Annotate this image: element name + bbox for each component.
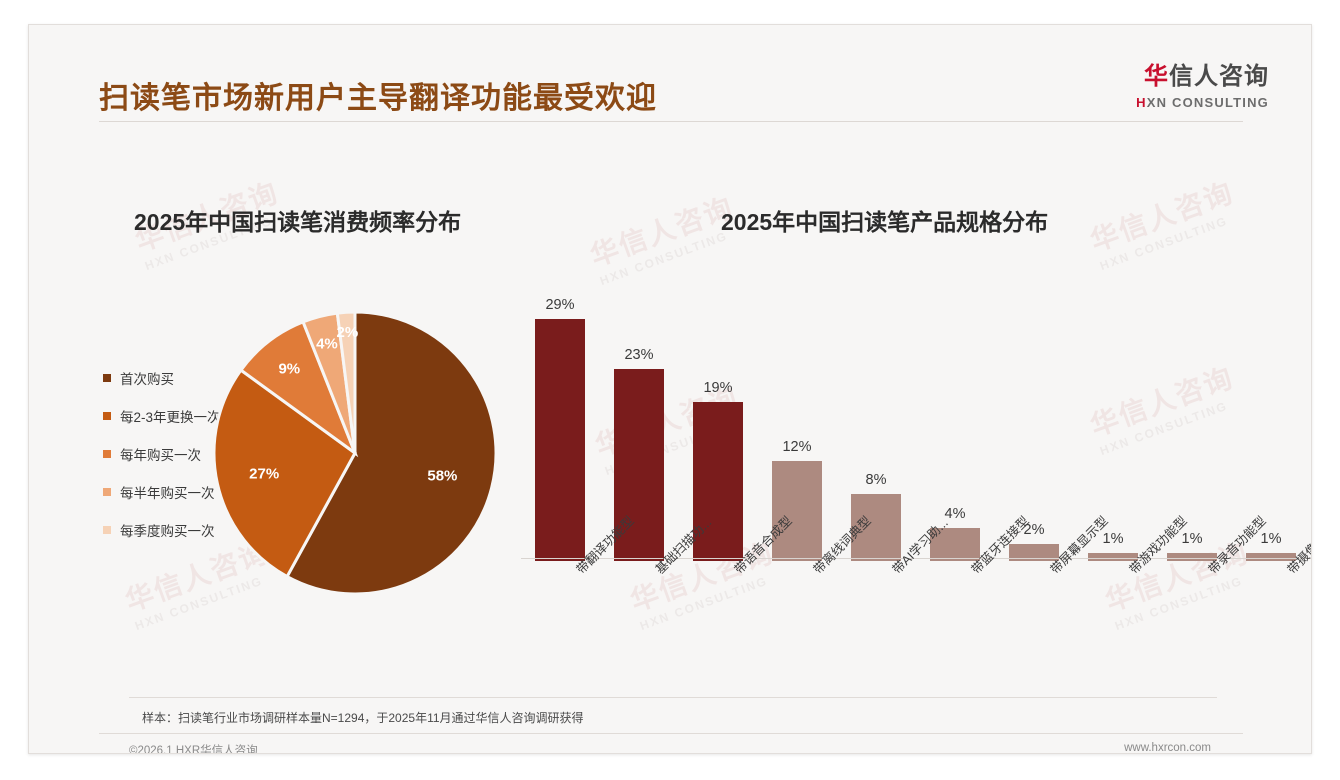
logo-english-name: HXN CONSULTING (1136, 95, 1269, 110)
bar-rect[interactable] (1246, 552, 1296, 561)
bar-category-label-wrap: 带屏幕显示型 (1045, 514, 1165, 654)
pie-slice-value-label: 4% (316, 336, 338, 353)
logo-name-rest: 信人咨询 (1169, 63, 1269, 90)
bar-value-label: 12% (782, 438, 812, 455)
pie-slice[interactable] (212, 368, 357, 579)
pie-slices (212, 310, 498, 596)
pie-legend-swatch (103, 526, 111, 534)
watermark-en: HXN CONSULTING (1112, 573, 1245, 634)
watermark-en: HXN CONSULTING (1097, 213, 1230, 274)
logo-accent-char: 华 (1144, 63, 1169, 90)
pie-slice-value-label: 58% (427, 467, 457, 484)
bar-value-label: 4% (944, 505, 966, 522)
logo-chinese-name: 华信人咨询 (1136, 63, 1269, 92)
pie-slice-value-label: 9% (278, 360, 300, 377)
pie-legend-label: 每2-3年更换一次 (120, 410, 221, 425)
bar-category-label-wrap: 基础扫描功... (650, 515, 770, 654)
bar-category-label-wrap: 带蓝牙连接型 (966, 514, 1086, 654)
bar-category-label-wrap: 带AI学习助... (887, 516, 1007, 654)
bar-category-label-wrap: 带翻译功能型 (571, 514, 691, 654)
pie-slice-value-label: 27% (249, 465, 279, 482)
bar-chart-axis-line (521, 558, 1311, 559)
pie-chart-title: 2025年中国扫读笔消费频率分布 (134, 209, 462, 235)
pie-svg: 58% 27% 9% 4%2% (212, 310, 498, 596)
website-text: www.hxrcon.com (1124, 742, 1211, 754)
bar-value-label: 19% (703, 380, 733, 397)
logo-en-rest: XN CONSULTING (1146, 94, 1269, 110)
pie-legend-label: 每半年购买一次 (120, 486, 215, 501)
bar-rect[interactable] (1088, 552, 1138, 561)
source-divider (129, 697, 1217, 698)
bar-category-label-wrap: 带摄像头型 (1282, 523, 1311, 654)
bar-value-label: 2% (1023, 522, 1045, 539)
pie-legend: 首次购买每2-3年更换一次 每年购买一次 每半年购买一次 每季度购买一次 (103, 367, 273, 557)
watermark-cn: 华信人咨询 (1086, 176, 1238, 258)
bar-category-label-wrap: 带离线词典型 (808, 514, 928, 654)
bar-rect[interactable] (930, 527, 980, 561)
copyright-text: ©2026.1 HXR华信人咨询 (129, 745, 258, 754)
bar-category-label-wrap: 带游戏功能型 (1124, 514, 1244, 654)
pie-slice[interactable] (285, 310, 498, 596)
pie-legend-item[interactable]: 每2-3年更换一次 (103, 405, 273, 427)
bar-value-label: 23% (624, 347, 654, 364)
bar-chart: 29% 23% 19% 12% 8% 4% 2% 1% 1% 1% (521, 291, 1311, 561)
pie-legend-item[interactable]: 每半年购买一次 (103, 481, 273, 503)
pie-legend-label: 每年购买一次 (120, 448, 201, 463)
pie-legend-swatch (103, 374, 111, 382)
pie-legend-item[interactable]: 每季度购买一次 (103, 519, 273, 541)
bar-rect[interactable] (851, 494, 901, 561)
bar-chart-title: 2025年中国扫读笔产品规格分布 (721, 209, 1049, 235)
footer-divider (99, 733, 1243, 734)
page-title: 扫读笔市场新用户主导翻译功能最受欢迎 (99, 82, 657, 115)
bar-category-label-wrap: 带录音功能型 (1203, 514, 1311, 654)
bar-value-label: 8% (865, 472, 887, 489)
pie-legend-swatch (103, 488, 111, 496)
pie-slice[interactable] (238, 319, 359, 458)
bar-category-label-wrap: 带语音合成型 (729, 514, 849, 654)
bar-rect[interactable] (1167, 552, 1217, 561)
pie-legend-item[interactable]: 每年购买一次 (103, 443, 273, 465)
watermark-en: HXN CONSULTING (637, 573, 770, 634)
brand-logo: 华信人咨询 HXN CONSULTING (1136, 63, 1269, 110)
pie-legend-label: 首次购买 (120, 372, 174, 387)
bar-rect[interactable] (535, 319, 585, 561)
watermark-cn: 华信人咨询 (586, 191, 738, 273)
bar-rect[interactable] (693, 402, 743, 561)
pie-data-labels: 58% 27% 9% 4%2% (249, 324, 457, 484)
source-note: 样本：扫读笔行业市场调研样本量N=1294，于2025年11月通过华信人咨询调研… (142, 711, 584, 725)
bar-value-label: 1% (1181, 530, 1203, 547)
watermark: 华信人咨询 HXN CONSULTING (584, 186, 743, 288)
logo-en-accent: H (1136, 94, 1147, 110)
bar-rect[interactable] (772, 460, 822, 561)
header-divider (99, 121, 1243, 122)
pie-chart: 58% 27% 9% 4% 2% (212, 310, 498, 596)
bar-value-label: 1% (1260, 530, 1282, 547)
bar-value-label: 29% (545, 297, 575, 314)
slide-canvas: 华信人咨询 HXN CONSULTING 华信人咨询 HXN CONSULTIN… (28, 24, 1312, 754)
pie-legend-item[interactable]: 首次购买 (103, 367, 273, 389)
pie-legend-label: 每季度购买一次 (120, 524, 215, 539)
pie-slice[interactable] (335, 310, 357, 454)
watermark: 华信人咨询 HXN CONSULTING (1084, 171, 1243, 273)
pie-slice-value-label: 2% (337, 324, 359, 341)
bar-value-label: 1% (1102, 530, 1124, 547)
pie-legend-swatch (103, 412, 111, 420)
bar-rect[interactable] (614, 369, 664, 561)
pie-legend-swatch (103, 450, 111, 458)
bar-rect[interactable] (1009, 544, 1059, 561)
